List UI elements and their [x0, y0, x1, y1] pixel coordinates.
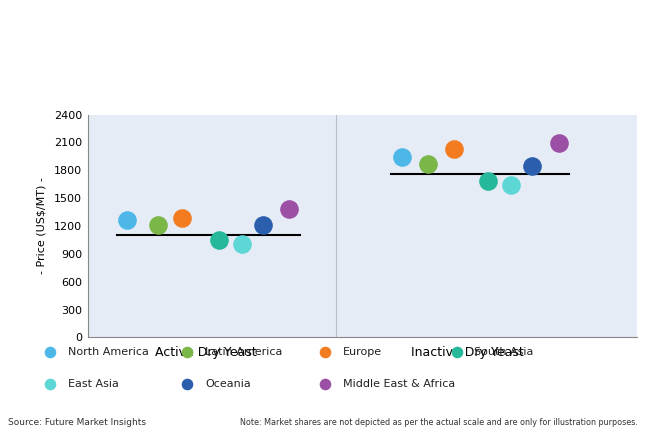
Text: Note: Market shares are not depicted as per the actual scale and are only for il: Note: Market shares are not depicted as …: [240, 418, 638, 427]
Point: [122, 216, 132, 223]
Point: [538, 250, 548, 257]
Point: [448, 146, 459, 153]
Point: [177, 214, 187, 221]
Text: by Product Type, 2020: by Product Type, 2020: [16, 77, 252, 96]
Point: [506, 182, 517, 189]
Point: [527, 162, 538, 169]
Text: Latin America: Latin America: [205, 347, 283, 357]
Point: [258, 221, 268, 228]
Point: [553, 140, 564, 147]
Text: Europe: Europe: [343, 347, 382, 357]
Text: North America: North America: [68, 347, 149, 357]
Text: South Asia: South Asia: [474, 347, 534, 357]
Y-axis label: - Price (US$/MT) -: - Price (US$/MT) -: [37, 178, 47, 274]
Point: [284, 206, 294, 213]
Point: [422, 161, 433, 168]
Point: [396, 154, 407, 161]
Text: Source: Future Market Insights: Source: Future Market Insights: [8, 418, 146, 427]
Point: [483, 178, 493, 185]
Point: [237, 240, 247, 247]
Text: Middle East & Africa: Middle East & Africa: [343, 379, 455, 389]
Point: [213, 236, 224, 243]
Text: East Asia: East Asia: [68, 379, 119, 389]
Text: Dry Yeast Price Benchmark Key Regions: Dry Yeast Price Benchmark Key Regions: [16, 31, 439, 50]
Text: Oceania: Oceania: [205, 379, 251, 389]
Point: [153, 221, 164, 228]
